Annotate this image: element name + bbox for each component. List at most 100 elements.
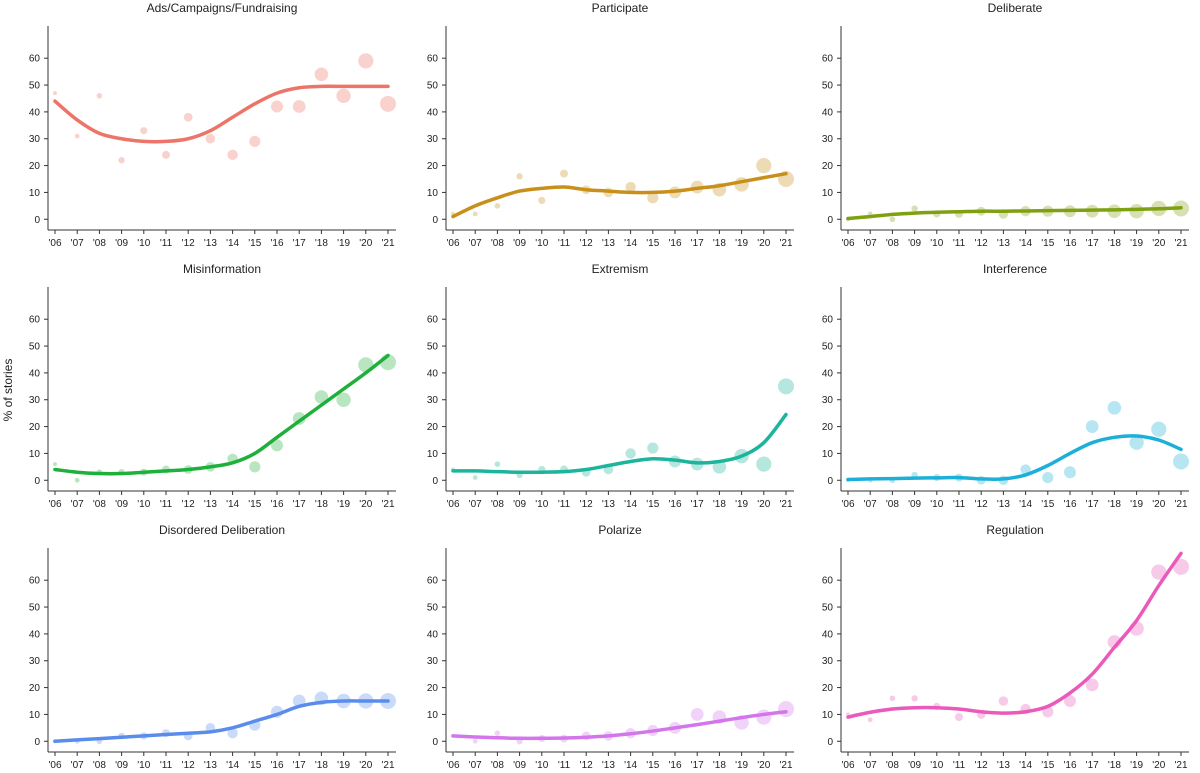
data-point	[271, 439, 283, 452]
x-tick-label: '18	[315, 499, 328, 510]
x-tick-label: '17	[1086, 238, 1099, 249]
x-tick-label: '06	[48, 760, 61, 771]
x-tick-label: '11	[160, 499, 173, 510]
x-tick-label: '21	[1174, 760, 1187, 771]
x-tick-label: '07	[469, 499, 482, 510]
data-point	[292, 100, 306, 113]
data-point	[336, 88, 351, 103]
x-tick-label: '09	[513, 760, 526, 771]
panel-title: Participate	[592, 1, 649, 15]
y-tick-label: 50	[29, 342, 41, 353]
y-tick-label: 10	[822, 449, 834, 460]
x-tick-label: '13	[204, 760, 217, 771]
x-tick-label: '12	[975, 238, 988, 249]
data-point	[756, 709, 772, 725]
x-tick-label: '13	[997, 760, 1010, 771]
data-point	[271, 100, 283, 113]
data-point	[889, 216, 896, 223]
y-tick-label: 0	[34, 476, 40, 487]
x-tick-label: '09	[115, 238, 128, 249]
x-tick-label: '18	[713, 499, 726, 510]
y-tick-label: 50	[29, 603, 41, 614]
x-tick-label: '20	[359, 238, 372, 249]
panel-8: Regulation 0 10 20 30 40 50 60 '06 '07 '08 '09 '10 '1…	[822, 523, 1189, 771]
data-point	[516, 173, 523, 180]
data-point	[227, 728, 238, 739]
y-tick-label: 60	[29, 54, 41, 65]
x-tick-label: '08	[491, 760, 504, 771]
data-point	[1064, 695, 1076, 707]
x-tick-label: '19	[1130, 238, 1143, 249]
x-tick-label: '08	[886, 238, 899, 249]
x-tick-label: '11	[953, 760, 966, 771]
data-point	[336, 392, 351, 407]
data-point	[118, 157, 125, 164]
data-point	[140, 127, 148, 135]
x-tick-label: '10	[930, 760, 943, 771]
data-point	[1020, 464, 1031, 475]
x-tick-label: '09	[513, 499, 526, 510]
y-tick-label: 60	[822, 315, 834, 326]
x-tick-label: '15	[646, 760, 659, 771]
x-tick-label: '08	[886, 760, 899, 771]
panel-0: Ads/Campaigns/Fundraising 0 10 20 30 40 50 60 '0…	[29, 1, 396, 249]
x-tick-label: '20	[359, 760, 372, 771]
x-tick-label: '11	[953, 499, 966, 510]
x-tick-label: '19	[1130, 499, 1143, 510]
y-tick-label: 40	[427, 629, 439, 640]
x-tick-label: '08	[93, 499, 106, 510]
data-point	[911, 205, 918, 212]
data-point	[494, 730, 501, 737]
x-tick-label: '16	[1063, 238, 1076, 249]
data-point	[889, 695, 896, 702]
x-tick-label: '13	[602, 238, 615, 249]
x-tick-label: '07	[864, 238, 877, 249]
x-tick-label: '18	[713, 760, 726, 771]
y-tick-label: 20	[427, 683, 439, 694]
y-tick-label: 0	[827, 215, 833, 226]
panel-1: Participate 0 10 20 30 40 50 60 '06 '07 '08 '09 '10 '…	[427, 1, 794, 249]
y-tick-label: 50	[822, 81, 834, 92]
x-tick-label: '21	[381, 499, 394, 510]
x-tick-label: '19	[1130, 760, 1143, 771]
x-tick-label: '17	[691, 238, 704, 249]
x-tick-label: '21	[1174, 499, 1187, 510]
x-tick-label: '12	[580, 238, 593, 249]
data-point	[74, 477, 80, 483]
data-point	[778, 701, 794, 718]
y-tick-label: 10	[822, 188, 834, 199]
y-tick-label: 0	[34, 737, 40, 748]
x-tick-label: '06	[48, 499, 61, 510]
x-tick-label: '06	[446, 238, 459, 249]
x-tick-label: '21	[779, 238, 792, 249]
trend-line	[451, 709, 788, 741]
x-tick-label: '12	[580, 760, 593, 771]
y-tick-label: 50	[427, 342, 439, 353]
data-point	[53, 462, 57, 467]
x-tick-label: '15	[646, 499, 659, 510]
trend-line	[53, 699, 390, 744]
y-tick-label: 60	[427, 315, 439, 326]
x-tick-label: '11	[558, 760, 571, 771]
x-tick-label: '18	[315, 760, 328, 771]
y-tick-label: 0	[827, 737, 833, 748]
x-tick-label: '08	[491, 499, 504, 510]
data-point	[1085, 678, 1099, 692]
y-axis-label: % of stories	[1, 359, 15, 422]
x-tick-label: '14	[226, 238, 239, 249]
y-tick-label: 60	[29, 576, 41, 587]
y-tick-label: 30	[427, 656, 439, 667]
x-tick-label: '15	[248, 238, 261, 249]
x-tick-label: '09	[908, 499, 921, 510]
y-tick-label: 20	[29, 422, 41, 433]
y-tick-label: 0	[827, 476, 833, 487]
data-point	[472, 738, 478, 744]
x-tick-label: '11	[558, 238, 571, 249]
y-tick-label: 20	[427, 422, 439, 433]
x-tick-label: '09	[115, 499, 128, 510]
y-tick-label: 20	[427, 161, 439, 172]
data-point	[867, 717, 873, 723]
y-tick-label: 10	[427, 188, 439, 199]
data-point	[998, 696, 1009, 706]
x-tick-label: '12	[975, 760, 988, 771]
